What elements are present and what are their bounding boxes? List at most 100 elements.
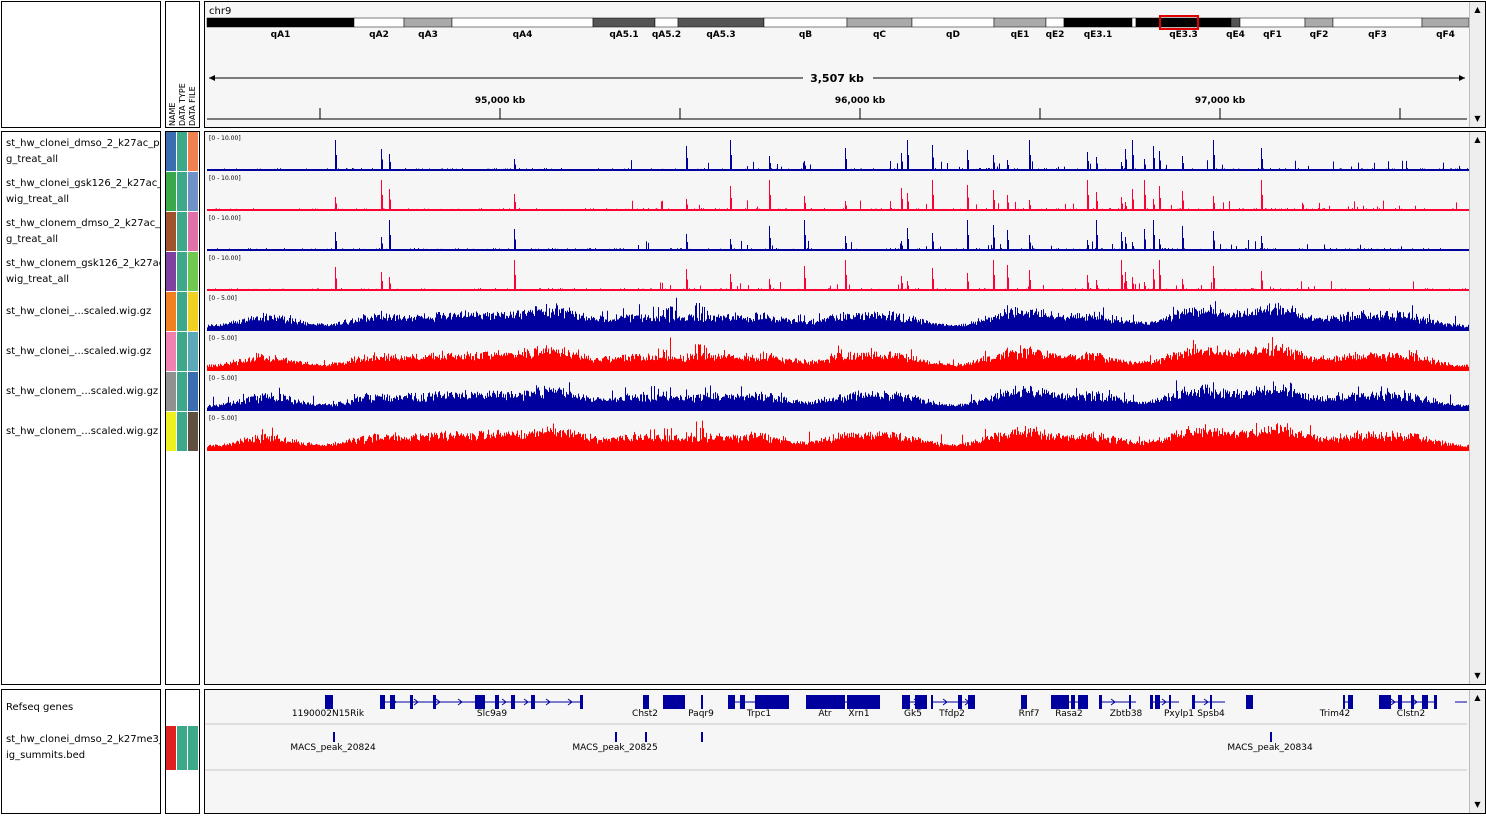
gene-label[interactable]: Pxylp1 (1164, 709, 1194, 719)
cytoband[interactable] (403, 17, 453, 28)
attribute-cell[interactable] (188, 332, 198, 371)
bed-track-name-line2[interactable]: ig_summits.bed (6, 750, 86, 761)
attr-header-data-file[interactable]: DATA FILE (188, 86, 197, 126)
cytoband[interactable] (451, 17, 594, 28)
signal-tracks[interactable]: [0 - 10.00] [0 - 10.00] [0 - 10.00] [0 - 10… (205, 132, 1469, 684)
signal-track[interactable]: [0 - 5.00] (207, 375, 1469, 411)
attribute-cell[interactable] (166, 726, 176, 770)
track-name[interactable]: st_hw_clonem_...scaled.wig.gz (6, 386, 159, 397)
cytoband[interactable] (763, 17, 848, 28)
attribute-cell[interactable] (166, 372, 176, 411)
current-region-indicator[interactable] (1159, 15, 1199, 30)
gene-model[interactable] (325, 695, 333, 709)
gene-label[interactable]: Rasa2 (1055, 709, 1083, 719)
signal-track[interactable]: [0 - 5.00] (207, 415, 1469, 451)
bed-feature-label[interactable]: MACS_peak_20834 (1227, 743, 1313, 753)
attribute-cell[interactable] (188, 172, 198, 211)
gene-label[interactable]: Spsb4 (1197, 709, 1225, 719)
attribute-cell[interactable] (177, 332, 187, 371)
attribute-cell[interactable] (177, 372, 187, 411)
bed-feature-label[interactable]: MACS_peak_20824 (290, 743, 376, 753)
cytoband[interactable] (1304, 17, 1334, 28)
cytoband[interactable] (1135, 17, 1232, 28)
attribute-cell[interactable] (166, 412, 176, 451)
signal-track[interactable]: [0 - 10.00] (207, 215, 1469, 251)
attribute-cell[interactable] (166, 132, 176, 171)
gene-label[interactable]: Rnf7 (1019, 709, 1040, 719)
gene-model[interactable] (1021, 695, 1027, 709)
signal-track[interactable]: [0 - 10.00] (207, 255, 1469, 291)
feature-scrollbar[interactable]: ▲ ▼ (1469, 690, 1485, 813)
attribute-cell[interactable] (188, 252, 198, 291)
bed-feature-label[interactable]: MACS_peak_20825 (572, 743, 657, 753)
cytoband[interactable] (1332, 17, 1423, 28)
cytoband[interactable] (911, 17, 995, 28)
cytoband[interactable] (1230, 17, 1241, 28)
scroll-down-icon[interactable]: ▼ (1474, 800, 1481, 809)
signal-track[interactable]: [0 - 5.00] (207, 295, 1469, 331)
gene-label[interactable]: Paqr9 (688, 709, 714, 719)
track-name[interactable]: st_hw_clonei_...scaled.wig.gz (6, 346, 152, 357)
attribute-cell[interactable] (177, 412, 187, 451)
header-scrollbar[interactable]: ▲ ▼ (1469, 2, 1485, 127)
attribute-cell[interactable] (166, 252, 176, 291)
scroll-down-icon[interactable]: ▼ (1474, 671, 1481, 680)
gene-model[interactable] (1343, 695, 1353, 709)
gene-label[interactable]: Chst2 (632, 709, 658, 719)
cytoband[interactable] (1045, 17, 1065, 28)
cytoband[interactable] (1063, 17, 1133, 28)
cytoband[interactable] (1421, 17, 1470, 28)
cytoband[interactable] (1239, 17, 1306, 28)
gene-label[interactable]: Xrn1 (848, 709, 869, 719)
gene-model[interactable] (728, 695, 789, 709)
signal-track[interactable]: [0 - 5.00] (207, 335, 1469, 371)
cytoband[interactable] (993, 17, 1047, 28)
gene-model[interactable] (806, 695, 880, 709)
gene-label[interactable]: Trim42 (1319, 709, 1351, 719)
attr-header-data-type[interactable]: DATA TYPE (178, 83, 187, 126)
gene-model[interactable] (1379, 695, 1437, 709)
scroll-up-icon[interactable]: ▲ (1474, 693, 1481, 702)
scroll-down-icon[interactable]: ▼ (1474, 114, 1481, 123)
gene-model[interactable] (1099, 695, 1136, 709)
attribute-cell[interactable] (166, 172, 176, 211)
cytoband[interactable] (677, 17, 765, 28)
gene-model[interactable] (902, 695, 927, 709)
bed-feature[interactable] (615, 732, 617, 742)
gene-model[interactable] (380, 695, 583, 709)
gene-label[interactable]: Atr (818, 709, 832, 719)
attribute-cell[interactable] (188, 212, 198, 251)
attribute-cell[interactable] (177, 212, 187, 251)
bed-feature[interactable] (333, 732, 335, 742)
bed-feature[interactable] (1270, 732, 1272, 742)
attribute-cell[interactable] (177, 172, 187, 211)
feature-tracks-panel[interactable]: 1190002N15Rik Slc9a9 Chst2 Paqr9 Trpc1 Atr Xrn… (204, 689, 1486, 814)
track-name[interactable]: st_hw_clonei_...scaled.wig.gz (6, 306, 152, 317)
attribute-cell[interactable] (177, 252, 187, 291)
attribute-cell[interactable] (166, 332, 176, 371)
gene-label[interactable]: Clstn2 (1397, 709, 1425, 719)
signal-track[interactable]: [0 - 10.00] (207, 175, 1469, 211)
bed-track-name-line1[interactable]: st_hw_clonei_dmso_2_k27me3_ (6, 734, 160, 745)
gene-model[interactable] (1051, 695, 1088, 709)
chromosome-ruler[interactable]: chr9 qA1 qA2 qA3 qA4 qA5.1 qA5.2 qA5.3 qB qC qD qE1… (205, 2, 1470, 127)
track-name[interactable]: st_hw_clonei_dmso_2_k27ac_p5 (6, 138, 160, 149)
track-name[interactable]: st_hw_clonei_gsk126_2_k27ac_p (6, 178, 160, 189)
track-name[interactable]: st_hw_clonem_gsk126_2_k27ac (6, 258, 160, 269)
attribute-cell[interactable] (188, 726, 198, 770)
attribute-cell[interactable] (177, 726, 187, 770)
signal-track[interactable]: [0 - 10.00] (207, 135, 1469, 171)
gene-model[interactable] (1192, 695, 1225, 709)
cytoband[interactable] (654, 17, 679, 28)
gene-label[interactable]: Gk5 (904, 709, 922, 719)
track-name[interactable]: st_hw_clonem_dmso_2_k27ac_p (6, 218, 160, 229)
cytoband[interactable] (592, 17, 656, 28)
gene-label[interactable]: Tfdp2 (938, 709, 965, 719)
gene-label[interactable]: 1190002N15Rik (292, 709, 365, 719)
feature-tracks[interactable]: 1190002N15Rik Slc9a9 Chst2 Paqr9 Trpc1 Atr Xrn… (205, 690, 1469, 813)
gene-label[interactable]: Zbtb38 (1110, 709, 1143, 719)
bed-feature[interactable] (701, 732, 703, 742)
cytoband[interactable] (846, 17, 913, 28)
attribute-cell[interactable] (188, 132, 198, 171)
gene-model[interactable] (931, 695, 975, 709)
